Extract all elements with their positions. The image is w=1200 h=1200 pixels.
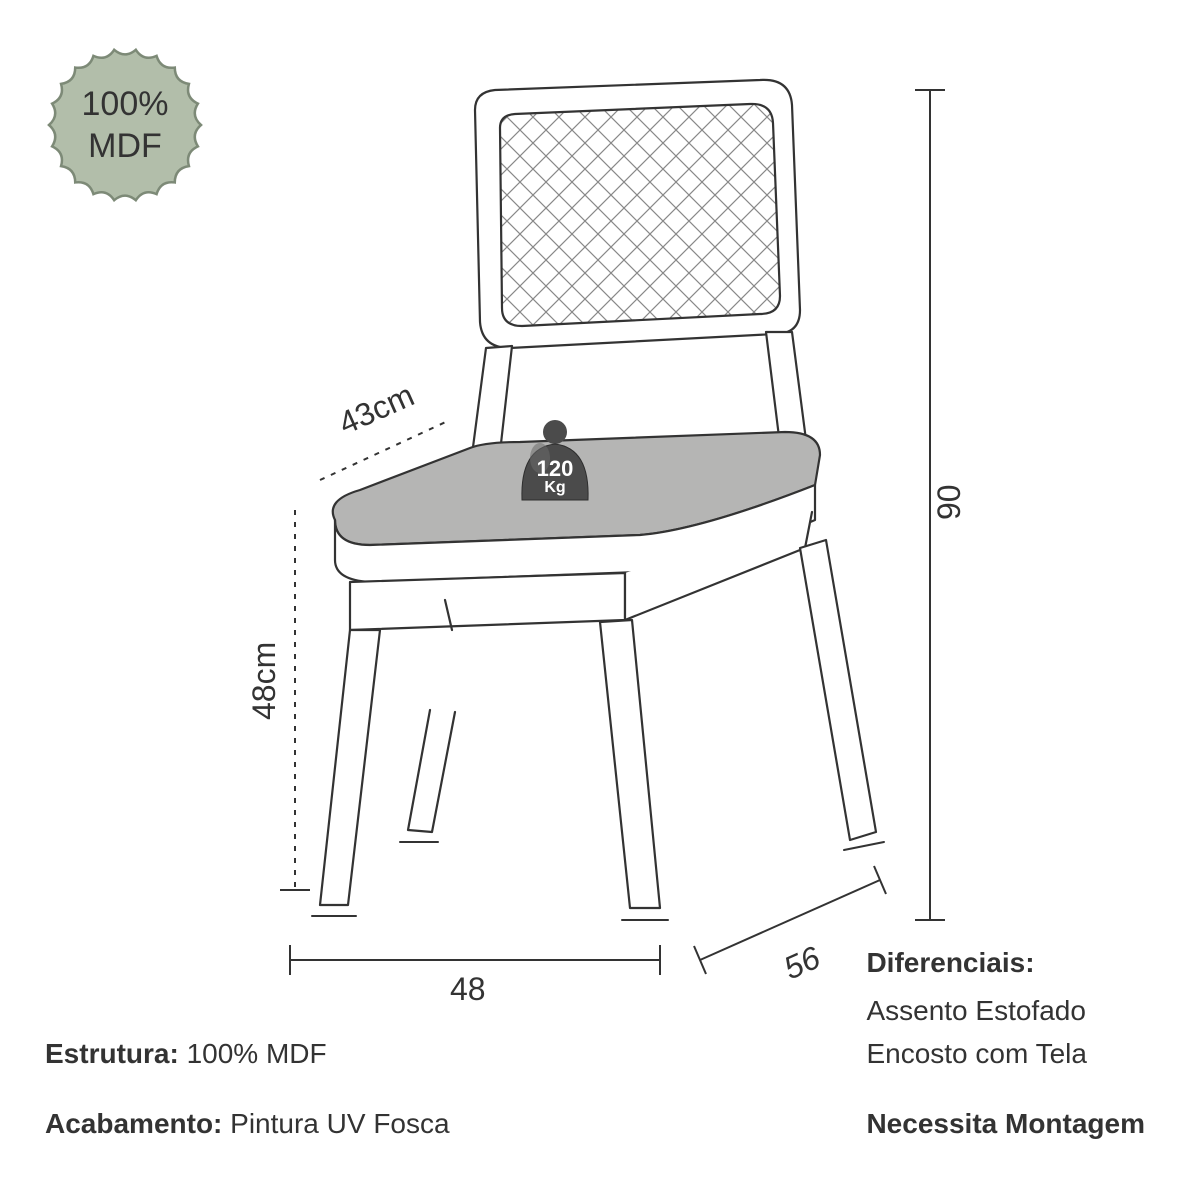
badge-line2: MDF: [88, 127, 162, 165]
weight-value: 120: [533, 458, 577, 480]
dim-seat-depth: 43cm: [333, 377, 419, 442]
info-right-block: Diferenciais: Assento Estofado Encosto c…: [866, 941, 1145, 1145]
structure-label: Estrutura:: [45, 1038, 179, 1069]
weight-capacity-badge: 120 Kg: [533, 458, 577, 496]
diff-line1: Assento Estofado: [866, 989, 1145, 1032]
structure-value: 100% MDF: [187, 1038, 327, 1069]
diff-label: Diferenciais:: [866, 947, 1034, 978]
finish-label: Acabamento:: [45, 1108, 222, 1139]
assembly-note: Necessita Montagem: [866, 1108, 1145, 1139]
dim-width: 48: [450, 971, 486, 1007]
dim-depth: 56: [778, 939, 825, 986]
info-left-block: Estrutura: 100% MDF Acabamento: Pintura …: [45, 1032, 450, 1145]
dim-total-height: 90: [931, 484, 967, 520]
weight-unit: Kg: [533, 480, 577, 496]
dim-seat-height: 48cm: [246, 642, 282, 720]
diff-line2: Encosto com Tela: [866, 1032, 1145, 1075]
chair-outline: [312, 80, 884, 920]
finish-value: Pintura UV Fosca: [230, 1108, 449, 1139]
badge-line1: 100%: [82, 85, 169, 123]
